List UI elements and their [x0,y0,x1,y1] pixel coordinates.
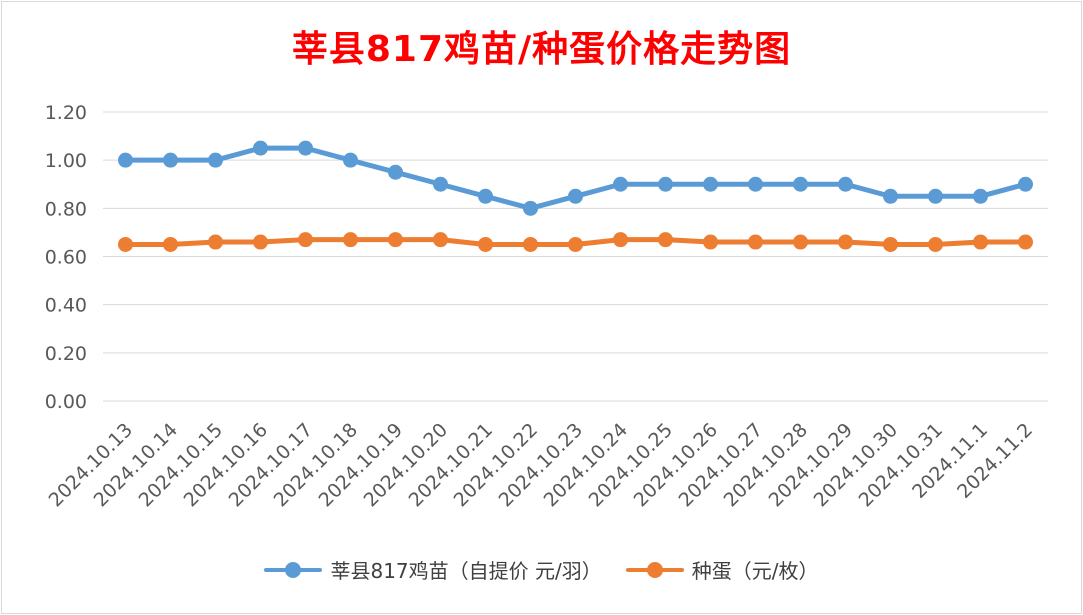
data-point-1 [1018,234,1033,250]
data-point-1 [703,234,718,250]
data-point-0 [388,164,403,180]
data-point-0 [973,188,988,204]
legend-label-egg: 种蛋（元/枚） [691,559,819,583]
data-point-1 [973,234,988,250]
data-point-0 [523,200,538,216]
data-point-0 [163,152,178,168]
data-point-0 [613,176,628,192]
data-point-0 [748,176,763,192]
data-point-0 [298,140,313,156]
data-point-1 [433,232,448,248]
data-point-1 [253,234,268,250]
data-point-1 [658,232,673,248]
data-point-1 [343,232,358,248]
legend-label-chick: 莘县817鸡苗（自提价 元/羽） [330,559,602,583]
legend-swatch-chick [264,560,323,580]
legend-item-egg: 种蛋（元/枚） [625,555,819,584]
data-point-0 [118,152,133,168]
y-tick-label: 0.80 [45,198,87,220]
data-point-0 [703,176,718,192]
y-tick-label: 0.40 [45,295,87,317]
data-point-0 [928,188,943,204]
data-point-0 [883,188,898,204]
data-point-0 [433,176,448,192]
legend-swatch-egg [625,560,684,580]
data-point-1 [298,232,313,248]
data-point-1 [793,234,808,250]
y-tick-label: 1.20 [45,102,87,124]
chart-legend: 莘县817鸡苗（自提价 元/羽） 种蛋（元/枚） [0,555,1083,584]
data-point-1 [163,236,178,252]
y-tick-label: 0.20 [45,343,87,365]
data-point-1 [838,234,853,250]
data-point-0 [478,188,493,204]
data-point-1 [118,236,133,252]
data-point-0 [208,152,223,168]
legend-item-chick: 莘县817鸡苗（自提价 元/羽） [264,555,602,584]
data-point-0 [658,176,673,192]
data-point-0 [568,188,583,204]
chart-title: 莘县817鸡苗/种蛋价格走势图 [291,29,792,70]
data-point-0 [253,140,268,156]
data-point-1 [568,236,583,252]
y-tick-label: 1.00 [45,150,87,172]
data-point-1 [928,236,943,252]
data-point-1 [388,232,403,248]
data-point-1 [883,236,898,252]
data-point-0 [343,152,358,168]
data-point-1 [613,232,628,248]
data-point-0 [838,176,853,192]
data-point-0 [793,176,808,192]
data-point-1 [523,236,538,252]
data-point-1 [748,234,763,250]
data-point-1 [478,236,493,252]
y-tick-label: 0.60 [45,247,87,269]
data-point-1 [208,234,223,250]
y-tick-label: 0.00 [45,391,87,413]
data-point-0 [1018,176,1033,192]
